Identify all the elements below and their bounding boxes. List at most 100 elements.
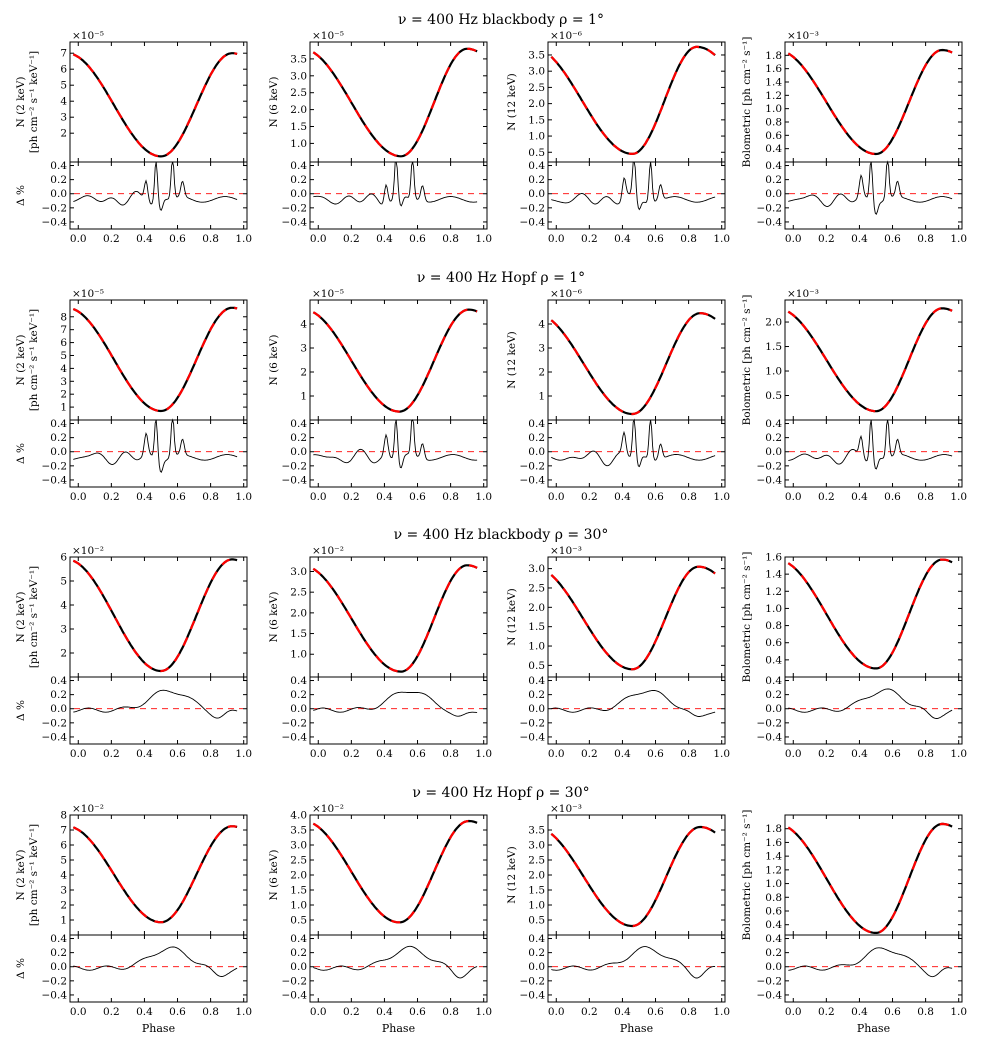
residual-frame (309, 934, 488, 1003)
residual-tick-label: 0.0 (765, 703, 782, 715)
residual-tick-label: −0.4 (757, 989, 783, 1001)
x-tick-label: 0.6 (647, 748, 664, 760)
x-tick-label: 0.0 (785, 233, 802, 245)
y-tick-label: 0.8 (765, 892, 782, 904)
series-line-model-a (312, 308, 478, 413)
y-tick-label: 3.0 (290, 840, 307, 852)
series-line-model-b (550, 825, 716, 928)
y-axis-label: Bolometric [ph cm⁻² s⁻¹] (741, 295, 753, 426)
y-tick-label: 3.0 (528, 66, 545, 78)
y-tick-label: 2.0 (528, 602, 545, 614)
residual-tick-label: −0.4 (282, 731, 308, 743)
y-tick-label: 1.0 (290, 900, 307, 912)
y-tick-label: 0.6 (765, 906, 782, 918)
residual-tick-label: −0.4 (42, 989, 68, 1001)
series-line-model-b (787, 48, 953, 156)
x-tick-label: 0.0 (70, 233, 87, 245)
residual-tick-label: 0.0 (290, 961, 307, 973)
x-tick-label: 0.4 (376, 491, 393, 503)
x-tick-label: 1.0 (713, 1006, 730, 1018)
x-tick-label: 0.4 (136, 748, 153, 760)
residual-tick-label: 0.2 (290, 689, 307, 701)
residual-tick-label: −0.4 (282, 216, 308, 228)
x-tick-label: 0.4 (851, 1006, 868, 1018)
x-tick-label: 0.6 (884, 491, 901, 503)
residual-tick-label: −0.4 (42, 731, 68, 743)
residual-axis-label: Δ % (15, 700, 27, 721)
y-tick-label: 2.0 (290, 870, 307, 882)
x-tick-label: 0.6 (169, 1006, 186, 1018)
residual-tick-label: 0.4 (50, 160, 67, 172)
residual-frame (309, 676, 488, 745)
x-tick-label: 1.0 (950, 233, 967, 245)
y-tick-label: 2.0 (290, 104, 307, 116)
residual-tick-label: 0.2 (528, 432, 545, 444)
y-tick-label: 0.6 (765, 130, 782, 142)
x-tick-label: 0.8 (680, 233, 697, 245)
x-tick-label: 0.8 (680, 1006, 697, 1018)
residual-tick-label: −0.4 (282, 989, 308, 1001)
residual-tick-label: 0.0 (528, 446, 545, 458)
x-tick-label: 1.0 (235, 1006, 252, 1018)
y-tick-label: 2.0 (290, 607, 307, 619)
x-tick-label: 0.8 (202, 491, 219, 503)
x-tick-label: 0.0 (70, 491, 87, 503)
x-axis-label: Phase (142, 1022, 175, 1035)
y-tick-label: 1.5 (290, 885, 307, 897)
x-tick-label: 0.2 (343, 1006, 360, 1018)
y-tick-label: 7 (60, 324, 67, 336)
y-tick-label: 1.0 (765, 603, 782, 615)
row-title: ν = 400 Hz blackbody ρ = 30° (394, 527, 609, 543)
residual-line (788, 419, 953, 470)
x-tick-label: 1.0 (235, 748, 252, 760)
residual-tick-label: 0.4 (50, 418, 67, 430)
residual-axis-label: Δ % (15, 185, 27, 206)
series-line-model-b (787, 558, 953, 670)
y-tick-label: 3 (538, 343, 545, 355)
x-tick-label: 0.0 (310, 491, 327, 503)
residual-tick-label: −0.2 (520, 460, 546, 472)
residual-frame (547, 934, 726, 1003)
x-axis-label: Phase (620, 1022, 653, 1035)
x-tick-label: 0.8 (442, 491, 459, 503)
panel: 0.4 0.6 0.8 1.0 1.2 1.4 1.6 Bolometric [ph cm⁻²… (741, 552, 967, 761)
y-axis-label: N (12 keV) (506, 846, 518, 904)
y-tick-label: 2.5 (290, 587, 307, 599)
y-tick-label: 1.0 (765, 878, 782, 890)
panel: 1 2 3 4 5 6 7 8 ×10⁻² N (2 keV) [ph cm⁻² s⁻¹ keV⁻¹… (15, 803, 252, 1035)
axis-exponent: ×10⁻⁵ (312, 288, 344, 300)
axis-exponent: ×10⁻⁵ (312, 30, 344, 42)
y-tick-label: 2.0 (528, 98, 545, 110)
x-tick-label: 0.0 (548, 233, 565, 245)
x-tick-label: 0.6 (884, 233, 901, 245)
y-tick-label: 1.0 (765, 103, 782, 115)
x-tick-label: 0.8 (680, 491, 697, 503)
x-tick-label: 0.8 (202, 233, 219, 245)
residual-tick-label: 0.2 (290, 432, 307, 444)
x-tick-label: 0.8 (202, 748, 219, 760)
residual-tick-label: −0.4 (757, 474, 783, 486)
row-title: ν = 400 Hz Hopf ρ = 1° (417, 270, 585, 286)
x-tick-label: 0.4 (851, 748, 868, 760)
x-tick-label: 0.2 (103, 1006, 120, 1018)
y-tick-label: 3 (60, 885, 67, 897)
axis-exponent: ×10⁻⁵ (72, 30, 104, 42)
residual-line (551, 161, 716, 211)
y-axis-label: N (6 keV) (268, 592, 280, 643)
x-tick-label: 0.4 (851, 233, 868, 245)
series-line-model-b (550, 312, 716, 416)
y-tick-label: 1.0 (528, 900, 545, 912)
y-tick-label: 2 (60, 128, 67, 140)
y-tick-label: 4 (60, 600, 67, 612)
residual-axis-label: Δ % (15, 958, 27, 979)
x-tick-label: 0.0 (785, 491, 802, 503)
y-axis-label-units: [ph cm⁻² s⁻¹ keV⁻¹] (28, 824, 40, 926)
residual-tick-label: −0.4 (282, 474, 308, 486)
axis-exponent: ×10⁻³ (787, 30, 819, 42)
x-tick-label: 1.0 (475, 491, 492, 503)
y-tick-label: 1 (538, 391, 545, 403)
y-tick-label: 4 (538, 319, 545, 331)
x-tick-label: 0.6 (409, 491, 426, 503)
y-tick-label: 0.4 (765, 919, 782, 931)
y-tick-label: 1 (60, 915, 67, 927)
